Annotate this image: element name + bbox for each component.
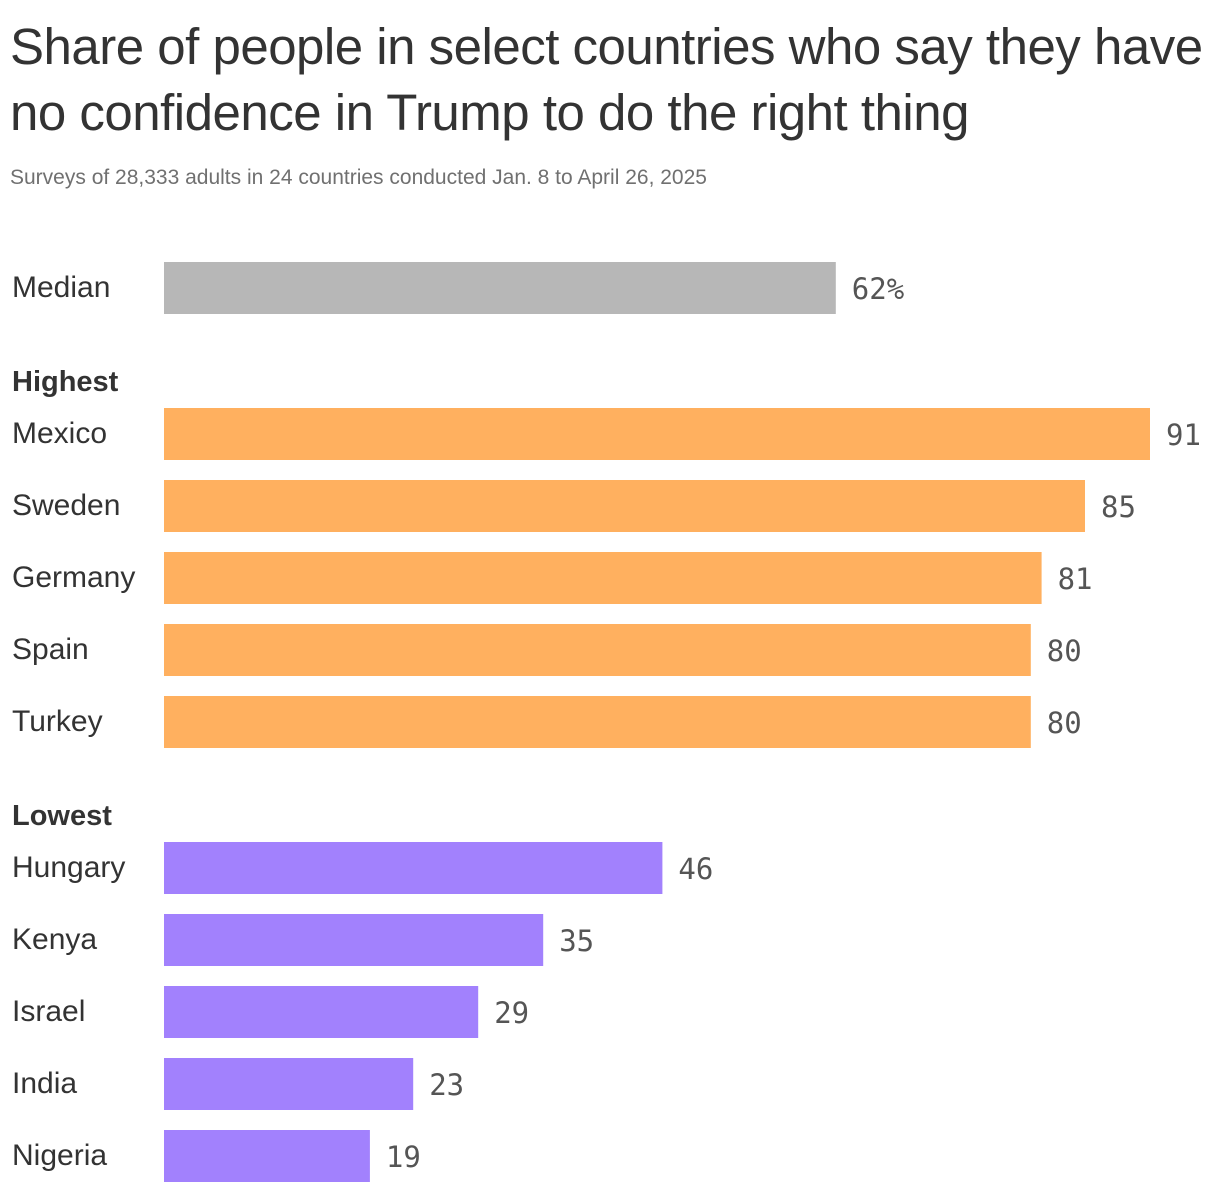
bar-mexico [164,408,1150,460]
category-label-israel: Israel [12,995,85,1028]
category-label-nigeria: Nigeria [12,1139,107,1172]
bar-sweden [164,480,1085,532]
value-label-sweden: 85 [1101,490,1136,524]
bar-turkey [164,696,1031,748]
value-label-nigeria: 19 [386,1140,421,1174]
category-label-spain: Spain [12,633,89,666]
bar-kenya [164,914,544,966]
group-label-lowest: Lowest [12,800,112,832]
category-label-india: India [12,1067,77,1100]
category-label-mexico: Mexico [12,417,107,450]
bar-india [164,1058,414,1110]
value-label-hungary: 46 [678,852,713,886]
value-label-kenya: 35 [559,924,594,958]
value-label-spain: 80 [1047,634,1082,668]
category-label-hungary: Hungary [12,851,125,884]
value-label-median: 62% [852,272,904,306]
value-label-germany: 81 [1058,562,1093,596]
group-label-highest: Highest [12,366,119,398]
category-label-germany: Germany [12,561,135,594]
value-label-israel: 29 [494,996,529,1030]
category-label-median: Median [12,271,110,304]
bar-median [164,262,836,314]
value-label-india: 23 [429,1068,464,1102]
category-label-turkey: Turkey [12,705,103,738]
bar-germany [164,552,1042,604]
value-label-turkey: 80 [1047,706,1082,740]
value-label-mexico: 91 [1166,418,1201,452]
bar-nigeria [164,1130,370,1182]
bar-israel [164,986,479,1038]
bar-spain [164,624,1031,676]
category-label-kenya: Kenya [12,923,97,956]
chart-subtitle: Surveys of 28,333 adults in 24 countries… [10,166,707,189]
bar-hungary [164,842,663,894]
chart-title: Share of people in select countries who … [10,18,1203,141]
category-label-sweden: Sweden [12,489,120,522]
